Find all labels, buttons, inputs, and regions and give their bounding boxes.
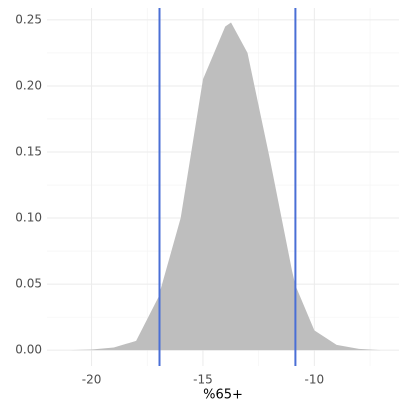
x-tick-label: -10 [305,373,325,387]
x-axis-title: %65+ [203,388,243,403]
x-tick-label: -15 [193,373,213,387]
y-tick-label: 0.10 [15,211,42,225]
y-tick-label: 0.05 [15,277,42,291]
y-tick-label: 0.00 [15,343,42,357]
y-tick-label: 0.15 [15,144,42,158]
density-area [69,22,382,351]
y-tick-label: 0.20 [15,78,42,92]
x-tick-label: -20 [82,373,102,387]
y-tick-label: 0.25 [15,12,42,26]
